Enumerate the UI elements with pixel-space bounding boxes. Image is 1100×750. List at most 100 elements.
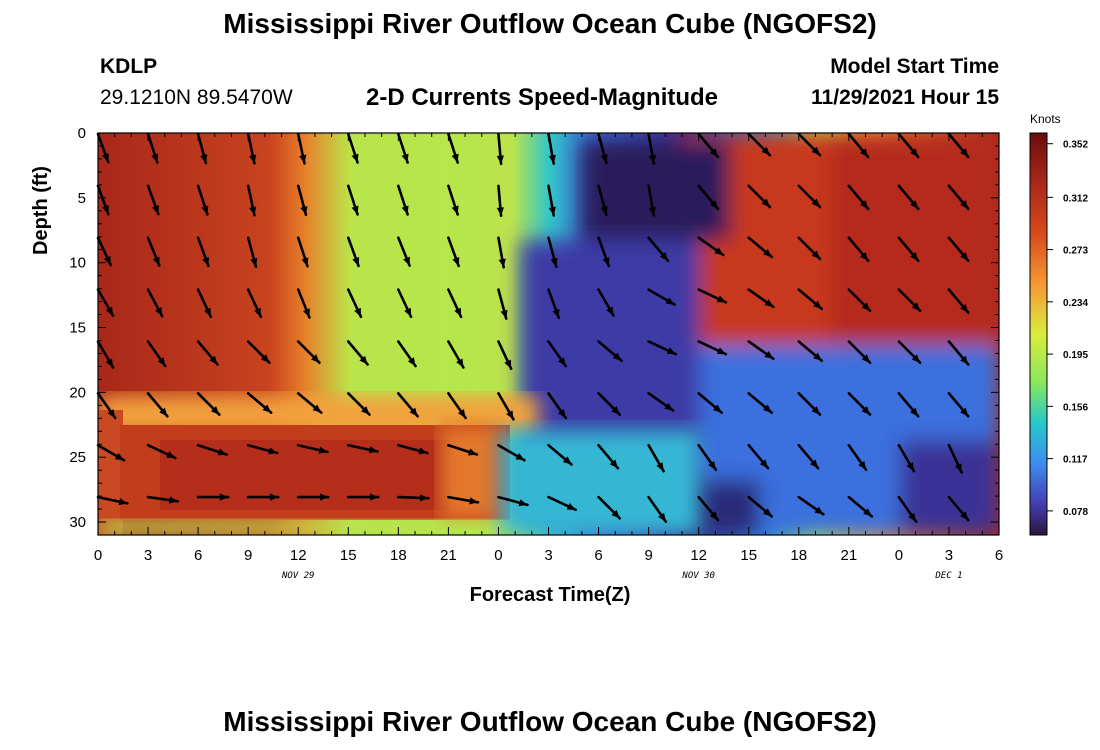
current-arrow (747, 132, 772, 157)
current-arrow (196, 493, 230, 501)
current-arrow (947, 236, 970, 263)
x-tick-label: 12 (690, 547, 707, 564)
current-arrow (897, 184, 920, 211)
current-arrow (647, 236, 670, 263)
current-arrow (647, 443, 665, 473)
current-arrow (797, 443, 820, 470)
current-arrow (897, 392, 920, 418)
current-arrow (196, 392, 221, 416)
x-tick-label: 3 (144, 547, 152, 564)
x-tick-label: 6 (995, 547, 1003, 564)
current-arrow (847, 236, 870, 263)
current-arrow (346, 132, 359, 164)
heatmap-field (98, 133, 999, 535)
current-arrow (397, 494, 430, 502)
current-arrow (96, 132, 110, 164)
current-arrow (947, 132, 970, 159)
current-arrow (346, 443, 379, 454)
current-arrow (897, 236, 920, 263)
x-date-label: NOV 29 (281, 571, 315, 581)
current-arrow (146, 443, 177, 460)
current-arrow (96, 392, 117, 420)
current-arrow (96, 184, 110, 216)
current-arrow (246, 236, 258, 269)
current-arrow (547, 184, 556, 217)
current-arrow (547, 495, 577, 512)
current-arrow (346, 493, 380, 501)
current-arrow (947, 184, 970, 211)
current-arrow (496, 184, 504, 218)
current-arrow (447, 392, 467, 420)
current-arrow (847, 184, 870, 211)
x-axis: 0 3 6 9 12 15 18 21 0 3 6 9 12 15 18 21 0 3 6 NOV 29 NOV 30 D… (94, 133, 1003, 581)
current-arrow (96, 340, 115, 369)
x-tick-label: 18 (790, 547, 807, 564)
x-tick-label: 21 (840, 547, 857, 564)
current-arrow (947, 288, 970, 314)
current-arrow (196, 236, 210, 268)
current-arrow (947, 340, 970, 366)
current-arrow (597, 340, 623, 363)
current-arrow (597, 495, 622, 520)
current-arrow (447, 443, 479, 456)
x-tick-label: 9 (244, 547, 252, 564)
x-tick-label: 15 (340, 547, 357, 564)
current-arrow (947, 495, 970, 522)
colorbar-tick-label: 0.117 (1063, 455, 1088, 466)
current-arrow (146, 495, 180, 504)
current-arrow (447, 495, 480, 505)
current-arrow (647, 184, 657, 217)
current-arrow (296, 288, 311, 319)
x-tick-label: 9 (644, 547, 652, 564)
current-vectors (96, 132, 970, 523)
current-arrow (947, 443, 963, 474)
current-arrow (346, 236, 360, 268)
current-arrow (397, 443, 429, 455)
colorbar-tick-label: 0.156 (1063, 402, 1088, 413)
current-arrow (797, 392, 822, 416)
current-arrow (897, 340, 922, 364)
current-arrow (797, 236, 822, 261)
current-arrow (196, 443, 228, 456)
current-arrow (647, 288, 676, 306)
x-tick-label: 15 (740, 547, 757, 564)
x-tick-label: 18 (390, 547, 407, 564)
current-arrow (296, 184, 308, 217)
current-arrow (697, 184, 720, 211)
current-arrow (397, 236, 411, 267)
current-arrow (146, 236, 161, 267)
model-start-value: 11/29/2021 Hour 15 (811, 86, 999, 109)
current-arrow (797, 288, 824, 311)
current-arrow (597, 443, 620, 470)
current-arrow (397, 392, 419, 418)
current-arrow (397, 184, 409, 216)
model-start-label: Model Start Time (830, 55, 999, 78)
current-arrow (697, 443, 718, 472)
current-arrow (246, 493, 280, 501)
current-arrow (747, 288, 775, 309)
current-arrow (847, 132, 870, 159)
current-arrow (296, 236, 309, 268)
current-arrow (497, 392, 515, 421)
current-arrow (296, 493, 330, 501)
current-arrow (897, 443, 916, 473)
current-arrow (397, 132, 409, 164)
station-coords: 29.1210N 89.5470W (100, 86, 293, 109)
colorbar-tick-label: 0.273 (1063, 246, 1088, 257)
x-date-label: NOV 30 (681, 571, 715, 581)
y-tick-label: 5 (78, 190, 86, 207)
chart-subtitle: 2-D Currents Speed-Magnitude (366, 84, 719, 111)
current-arrow (296, 340, 321, 364)
current-arrow (146, 340, 167, 368)
current-arrow (497, 340, 513, 370)
colorbar-ticks: 0.352 0.312 0.273 0.234 0.195 0.156 0.117 0.078 (1047, 140, 1088, 518)
current-arrow (296, 443, 329, 454)
current-arrow (246, 132, 257, 165)
current-arrow (847, 443, 868, 472)
current-arrow (96, 236, 112, 267)
x-axis-label: Forecast Time(Z) (469, 584, 631, 606)
current-arrow (847, 340, 872, 364)
current-arrow (747, 443, 770, 470)
station-id: KDLP (100, 55, 158, 78)
